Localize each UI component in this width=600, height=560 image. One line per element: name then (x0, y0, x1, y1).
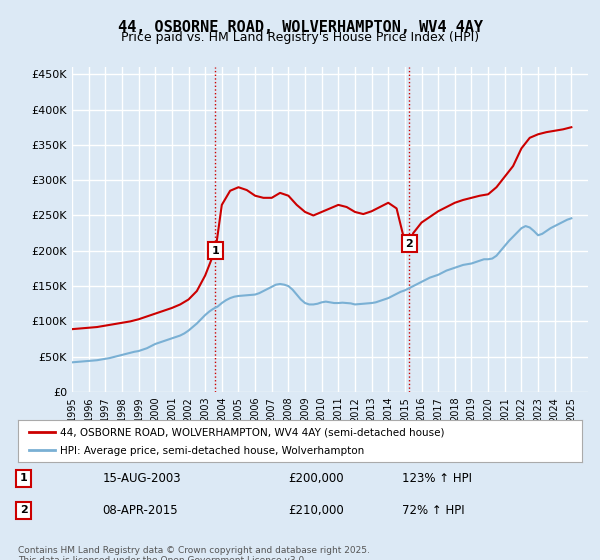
Text: Price paid vs. HM Land Registry's House Price Index (HPI): Price paid vs. HM Land Registry's House … (121, 31, 479, 44)
Text: 72% ↑ HPI: 72% ↑ HPI (401, 504, 464, 517)
Text: 123% ↑ HPI: 123% ↑ HPI (401, 472, 472, 485)
Text: £200,000: £200,000 (289, 472, 344, 485)
Text: 2: 2 (406, 239, 413, 249)
Text: 44, OSBORNE ROAD, WOLVERHAMPTON, WV4 4AY (semi-detached house): 44, OSBORNE ROAD, WOLVERHAMPTON, WV4 4AY… (60, 428, 445, 437)
Text: 08-APR-2015: 08-APR-2015 (103, 504, 178, 517)
Text: 1: 1 (20, 473, 28, 483)
Text: 15-AUG-2003: 15-AUG-2003 (103, 472, 181, 485)
Text: 1: 1 (212, 246, 220, 256)
Text: Contains HM Land Registry data © Crown copyright and database right 2025.
This d: Contains HM Land Registry data © Crown c… (18, 546, 370, 560)
Text: £210,000: £210,000 (289, 504, 344, 517)
Text: 44, OSBORNE ROAD, WOLVERHAMPTON, WV4 4AY: 44, OSBORNE ROAD, WOLVERHAMPTON, WV4 4AY (118, 20, 482, 35)
Text: 2: 2 (20, 506, 28, 516)
Text: HPI: Average price, semi-detached house, Wolverhampton: HPI: Average price, semi-detached house,… (60, 446, 365, 456)
